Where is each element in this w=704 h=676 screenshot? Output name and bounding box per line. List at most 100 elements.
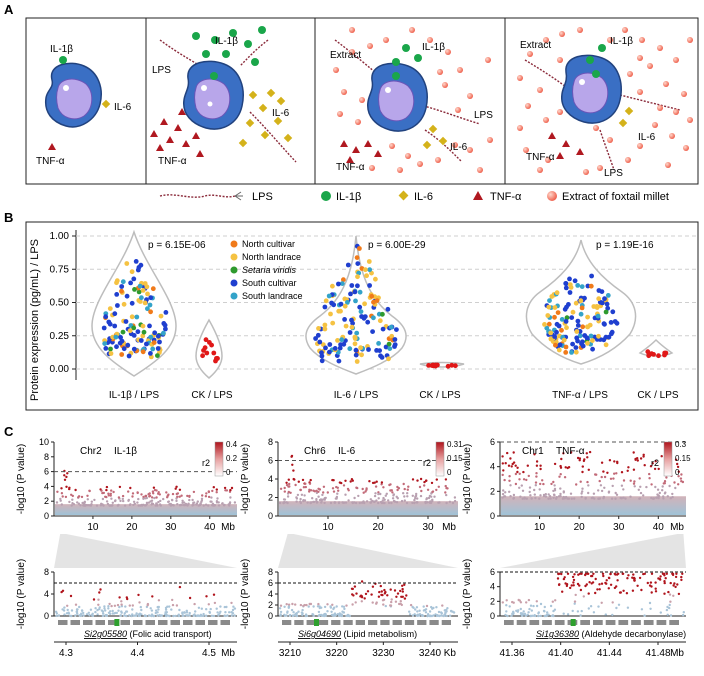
snp-point [510,465,513,468]
snp-point [118,605,121,609]
snp-point [541,479,544,482]
snp-point [526,464,529,467]
snp-point [600,601,603,604]
snp-point [195,614,198,617]
sample-point [610,309,616,315]
sample-point [585,283,591,289]
snp-point [589,605,593,608]
snp-point [304,613,308,616]
snp-point [673,481,676,484]
snp-point [357,494,360,498]
snp-point [425,498,428,501]
snp-point [572,584,575,587]
sample-point [139,295,144,301]
snp-point [559,466,563,469]
snp-point [194,610,197,613]
snp-point [405,501,409,505]
sample-point [575,338,580,344]
xlabel-tnf: TNF-α / LPS [552,390,608,401]
snp-point [544,493,547,496]
snp-point [368,480,371,483]
snp-point [621,572,624,575]
cell-lps-more-extract [517,27,693,175]
sample-point [370,329,375,334]
sample-point [355,261,361,266]
snp-point [223,486,227,490]
snp-point [322,491,325,494]
sample-point [573,300,579,306]
snp-point [604,581,607,585]
snp-point [650,496,653,500]
snp-point [292,611,295,614]
snp-point [334,497,338,500]
snp-point [103,605,106,608]
sample-point [345,262,351,268]
snp-point [120,610,123,613]
snp-point [109,610,112,613]
snp-point [317,490,320,493]
snp-point [199,503,202,506]
snp-point [379,584,382,588]
snp-point [132,500,136,503]
snp-point [326,603,329,606]
snp-point [131,604,134,607]
snp-point [539,467,542,471]
sample-point [555,310,561,315]
snp-point [230,486,234,490]
snp-point [520,613,524,616]
snp-point [616,579,619,582]
sample-point [564,325,569,331]
xtick-label: 41.44 [597,648,622,659]
snp-point [279,610,283,614]
snp-point [125,596,128,599]
snp-point [216,611,219,614]
extract-legend-icon [547,191,557,201]
snp-point [587,468,590,471]
legend-extract: Extract of foxtail millet [562,191,669,203]
snp-point [646,581,649,585]
snp-point [594,473,597,476]
snp-point [656,488,660,491]
snp-point [96,613,99,616]
snp-point [626,469,629,472]
snp-point [115,611,119,615]
snp-point [181,614,184,617]
sample-point [131,276,137,282]
snp-point [592,611,596,614]
snp-point [109,492,113,495]
snp-point [99,588,102,591]
snp-point [578,584,581,587]
snp-point [516,470,519,474]
sample-point [114,344,119,350]
snp-point [552,480,555,484]
sample-point [341,277,346,283]
il1b-legend-icon [321,191,331,201]
snp-point [649,607,652,610]
snp-point [129,486,132,490]
snp-point [231,612,235,615]
snp-point [340,614,344,618]
sample-point [366,259,372,264]
xtick-label: 10 [87,522,99,533]
snp-point [387,499,390,502]
snp-point [390,501,393,505]
candidate-gene-label: Si1g36380 (Aldehyde decarbonylase) [536,629,686,639]
snp-point [341,605,344,608]
snp-point [391,497,395,500]
snp-point [285,501,288,504]
snp-point [671,495,674,499]
snp-point [534,484,537,487]
snp-point [382,603,385,606]
snp-point [411,478,415,481]
snp-point [156,614,159,617]
snp-point [188,611,191,615]
sample-point [103,314,109,320]
xtick-label: 40 [204,522,216,533]
sample-point [322,304,328,310]
snp-point [155,496,158,499]
snp-point [535,460,539,463]
snp-point [422,605,425,608]
snp-point [517,609,520,612]
snp-point [359,594,363,597]
snp-point [351,603,354,606]
